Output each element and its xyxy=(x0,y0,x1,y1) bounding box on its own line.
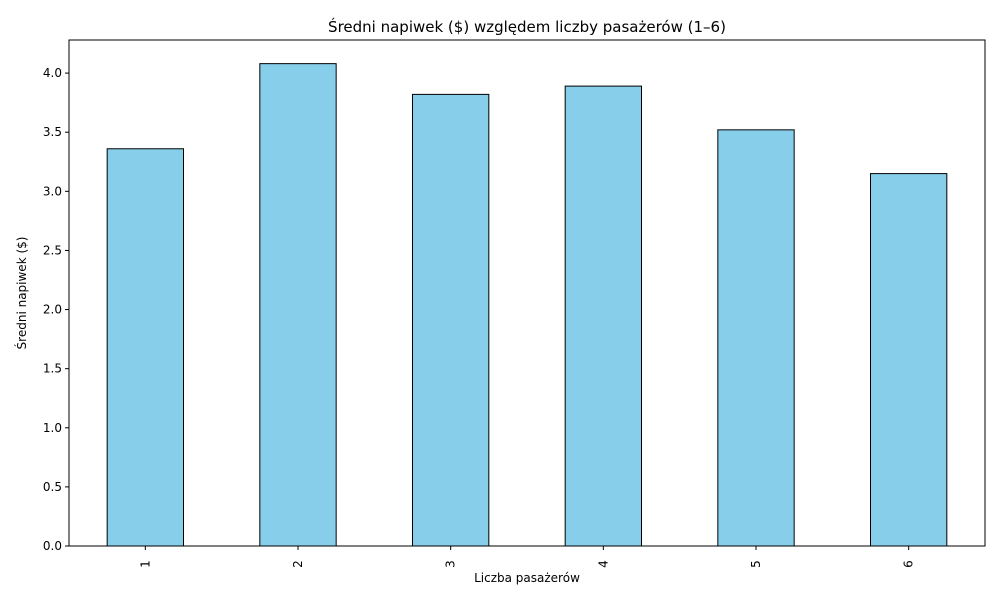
x-tick-label-6: 6 xyxy=(902,560,916,568)
bar-4 xyxy=(564,85,643,547)
bars-layer xyxy=(106,63,948,547)
y-tick-label-8: 4.0 xyxy=(43,66,62,80)
x-axis-label: Liczba pasażerów xyxy=(474,571,580,585)
bar-5 xyxy=(717,129,795,547)
y-tick-label-5: 2.5 xyxy=(43,243,62,257)
bar-1 xyxy=(106,148,184,547)
y-axis-label: Średni napiwek ($) xyxy=(14,237,29,350)
axes-frame xyxy=(68,39,986,547)
x-axis: 1 2 3 4 5 6 xyxy=(138,546,916,568)
x-tick-label-2: 2 xyxy=(291,560,305,568)
y-tick-label-3: 1.5 xyxy=(43,362,62,376)
y-tick-label-4: 2.0 xyxy=(43,303,62,317)
x-tick-label-1: 1 xyxy=(138,560,152,568)
bar-3 xyxy=(412,93,490,547)
y-tick-label-7: 3.5 xyxy=(43,125,62,139)
y-tick-label-1: 0.5 xyxy=(43,480,62,494)
chart-title: Średni napiwek ($) względem liczby pasaż… xyxy=(328,17,726,36)
y-axis: 0.0 0.5 1.0 1.5 2.0 2.5 3.0 3.5 4.0 xyxy=(43,66,69,553)
y-tick-label-2: 1.0 xyxy=(43,421,62,435)
bar-2 xyxy=(259,63,337,547)
x-tick-label-5: 5 xyxy=(749,560,763,568)
y-tick-label-0: 0.0 xyxy=(43,539,62,553)
y-tick-label-6: 3.0 xyxy=(43,184,62,198)
x-tick-label-4: 4 xyxy=(596,560,610,568)
x-tick-label-3: 3 xyxy=(444,560,458,568)
bar-6 xyxy=(870,173,948,547)
